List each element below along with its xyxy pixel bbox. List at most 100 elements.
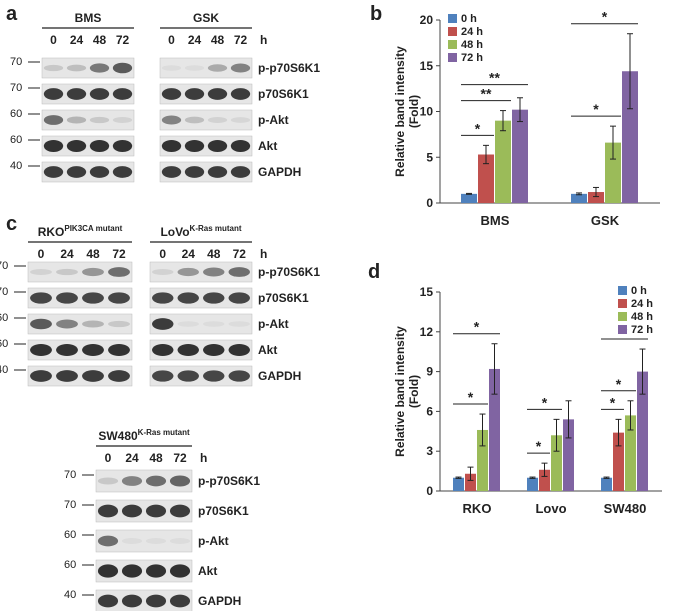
bar: [551, 435, 562, 491]
blot-header-c-sw480: SW480K-Ras mutant: [98, 428, 190, 443]
lane-label: 24: [182, 247, 196, 261]
mw-marker: 70: [0, 260, 8, 272]
blot-header-a-bms: BMS: [75, 11, 102, 25]
blot-strip: [149, 339, 253, 361]
blot-band: [66, 139, 87, 153]
legend-label: 72 h: [631, 324, 653, 336]
significance-marker: *: [474, 319, 480, 335]
blot-band: [121, 594, 143, 608]
blot-band: [230, 117, 251, 123]
legend-swatch: [448, 40, 457, 49]
y-axis-label-line: (Fold): [407, 95, 421, 128]
protein-label: Akt: [258, 343, 277, 357]
blot-band: [97, 594, 119, 608]
protein-label: p70S6K1: [258, 87, 309, 101]
lane-label: 48: [207, 247, 221, 261]
protein-label: p-Akt: [258, 113, 289, 127]
blot-band: [161, 115, 182, 125]
bar: [489, 368, 500, 491]
blot-band: [121, 537, 143, 545]
blot-header-superscript: K-Ras mutant: [138, 428, 190, 437]
blot-band: [228, 292, 250, 304]
panel-label-c: c: [6, 213, 17, 235]
lane-label: 48: [211, 33, 225, 47]
lane-label: 24: [60, 247, 74, 261]
bar: [622, 71, 638, 204]
blot-band: [169, 537, 191, 545]
blot-band: [43, 115, 64, 125]
bar: [477, 429, 488, 491]
lane-label: 0: [159, 247, 166, 261]
mw-marker: 60: [0, 312, 8, 324]
protein-label: p-Akt: [258, 317, 289, 331]
blot-band: [203, 343, 225, 357]
blot-group-a-bms: BMS 0 24 48 72 70 70 60 60 40: [10, 11, 135, 183]
lane-unit: h: [260, 33, 267, 47]
category-label: SW480: [604, 501, 647, 516]
lane-label: 48: [86, 247, 100, 261]
blot-band: [82, 343, 104, 357]
mw-marker: 60: [0, 338, 8, 350]
category-label: RKO: [463, 501, 492, 516]
blot-group-c-lovo: LoVoK-Ras mutant 0 24 48 72 h p-p70S6K1 p70S6K1…: [149, 224, 320, 387]
blot-band: [169, 504, 191, 518]
blot-strip: [149, 261, 253, 283]
lane-label: 0: [38, 247, 45, 261]
bar: [613, 432, 624, 491]
y-tick-label: 20: [420, 13, 434, 27]
blot-band: [177, 321, 199, 327]
blot-band: [228, 343, 250, 357]
y-axis-label-line: Relative band intensity: [393, 326, 407, 457]
blot-band: [228, 267, 250, 277]
blot-strip: [159, 135, 253, 157]
y-tick-label: 6: [426, 404, 433, 418]
blot-strip: [95, 529, 193, 553]
blot-strip: [41, 161, 135, 183]
bar: [478, 154, 494, 203]
blot-band: [203, 292, 225, 304]
protein-label: p70S6K1: [258, 291, 309, 305]
significance-marker: *: [536, 438, 542, 454]
blot-band: [169, 564, 191, 578]
blot-strip: [27, 365, 133, 387]
blot-strip: [27, 261, 133, 283]
blot-band: [56, 370, 78, 382]
blot-band: [184, 139, 205, 153]
blot-band: [97, 504, 119, 518]
category-label: GSK: [591, 213, 620, 228]
blot-strip: [95, 469, 193, 493]
legend-swatch: [618, 325, 627, 334]
blot-band: [97, 477, 119, 485]
mw-marker: 60: [64, 529, 76, 541]
blot-band: [177, 370, 199, 382]
y-tick-label: 10: [420, 105, 434, 119]
mw-marker: 70: [64, 469, 76, 481]
blot-band: [108, 370, 130, 382]
bar: [601, 477, 612, 491]
legend-label: 0 h: [461, 13, 477, 25]
blot-band: [66, 64, 87, 72]
blot-strip: [27, 287, 133, 309]
protein-label: p-p70S6K1: [198, 474, 260, 488]
blot-band: [161, 166, 182, 178]
blot-band: [161, 88, 182, 100]
y-tick-label: 15: [420, 59, 434, 73]
blot-strip: [95, 559, 193, 583]
legend-label: 48 h: [461, 39, 483, 51]
blot-strip: [159, 161, 253, 183]
bar: [465, 473, 476, 491]
y-axis-label: Relative band intensity(Fold): [393, 46, 421, 177]
blot-band: [184, 65, 205, 71]
blot-strip: [27, 339, 133, 361]
legend-label: 24 h: [461, 26, 483, 38]
category-label: Lovo: [535, 501, 566, 516]
y-tick-label: 3: [426, 444, 433, 458]
lane-label: 72: [234, 33, 248, 47]
blot-band: [89, 88, 110, 100]
blot-band: [66, 88, 87, 100]
blot-band: [161, 139, 182, 153]
panel-label-d: d: [368, 261, 380, 283]
significance-marker: *: [616, 376, 622, 392]
protein-label: GAPDH: [198, 594, 241, 608]
lane-unit: h: [260, 247, 267, 261]
